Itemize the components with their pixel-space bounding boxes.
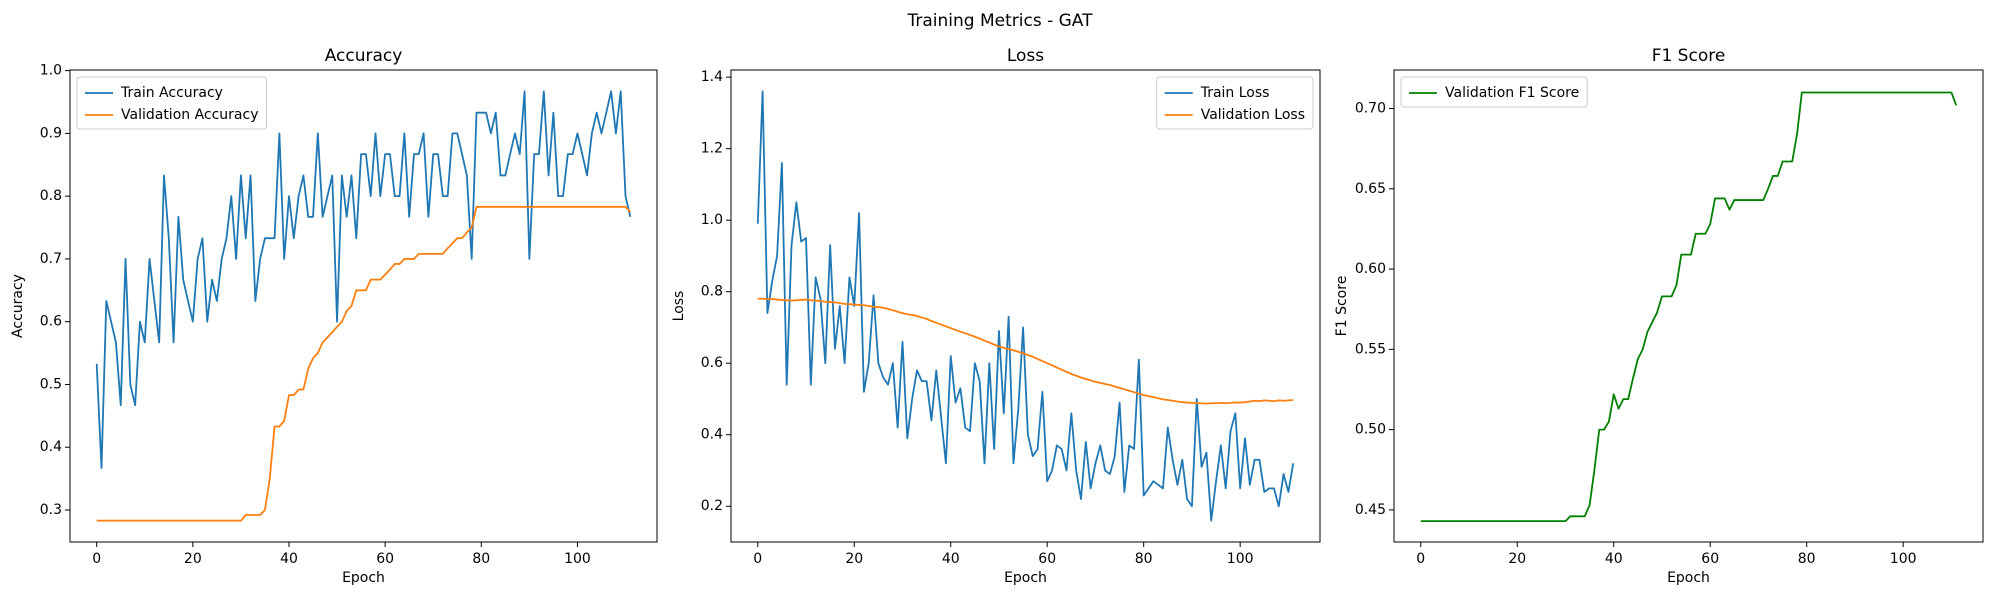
y-tick-label: 0.60 <box>1355 261 1386 277</box>
y-tick-label: 0.70 <box>1355 101 1386 117</box>
x-tick-label: 80 <box>1798 551 1816 567</box>
legend: Validation F1 Score <box>1400 76 1588 108</box>
series-line <box>1420 91 1958 523</box>
y-tick-label: 0.8 <box>701 284 723 300</box>
y-tick-label: 0.4 <box>701 427 723 443</box>
y-tick-label: 0.50 <box>1355 422 1386 438</box>
legend-label: Validation Loss <box>1201 107 1305 123</box>
axes-frame <box>730 69 1321 543</box>
x-tick-label: 100 <box>1890 551 1917 567</box>
x-tick-label: 0 <box>92 551 101 567</box>
x-tick-label: 60 <box>1038 551 1056 567</box>
x-tick-label: 0 <box>1416 551 1425 567</box>
y-tick-label: 0.65 <box>1355 181 1386 197</box>
legend-label: Validation F1 Score <box>1445 85 1579 101</box>
x-tick-label: 100 <box>564 551 591 567</box>
axes-frame <box>69 69 658 543</box>
y-axis-label: Accuracy <box>10 274 26 338</box>
axes-frame <box>1393 69 1984 543</box>
axes-title: Loss <box>1007 46 1044 66</box>
x-tick-label: 40 <box>280 551 298 567</box>
series-line <box>96 205 631 522</box>
x-axis-label: Epoch <box>1667 570 1710 586</box>
series-line <box>757 297 1294 405</box>
y-tick-label: 0.6 <box>701 355 723 371</box>
legend-box <box>1156 76 1314 130</box>
x-tick-label: 80 <box>1135 551 1153 567</box>
series-line <box>756 90 1295 522</box>
legend: Train Loss Validation Loss <box>1156 76 1314 130</box>
x-tick-label: 60 <box>376 551 394 567</box>
y-tick-label: 1.4 <box>701 69 723 85</box>
axes-title: F1 Score <box>1652 46 1726 66</box>
x-tick-label: 40 <box>1605 551 1623 567</box>
x-axis-label: Epoch <box>1004 570 1047 586</box>
legend-box <box>1400 76 1588 108</box>
y-tick-label: 0.3 <box>40 502 62 518</box>
y-tick-label: 0.8 <box>40 188 62 204</box>
y-axis-label: Loss <box>671 291 687 322</box>
axes-title: Accuracy <box>325 46 403 66</box>
x-axis-label: Epoch <box>342 570 385 586</box>
x-tick-label: 60 <box>1701 551 1719 567</box>
y-tick-label: 0.45 <box>1355 502 1386 518</box>
y-tick-label: 0.2 <box>701 498 723 514</box>
y-tick-label: 0.7 <box>40 251 62 267</box>
legend-box <box>76 76 267 130</box>
y-tick-label: 0.55 <box>1355 341 1386 357</box>
y-tick-label: 1.0 <box>701 212 723 228</box>
y-tick-label: 0.6 <box>40 314 62 330</box>
x-tick-label: 20 <box>845 551 863 567</box>
x-tick-label: 20 <box>1508 551 1526 567</box>
series-line <box>95 90 632 469</box>
x-tick-label: 80 <box>472 551 490 567</box>
x-tick-label: 40 <box>942 551 960 567</box>
y-tick-label: 0.5 <box>40 376 62 392</box>
y-tick-label: 1.0 <box>40 63 62 79</box>
x-tick-label: 0 <box>753 551 762 567</box>
legend-label: Validation Accuracy <box>121 107 259 123</box>
x-tick-label: 20 <box>184 551 202 567</box>
y-tick-label: 0.4 <box>40 439 62 455</box>
x-tick-label: 100 <box>1227 551 1254 567</box>
figure-title: Training Metrics - GAT <box>907 11 1094 31</box>
y-tick-label: 0.9 <box>40 125 62 141</box>
y-tick-label: 1.2 <box>701 141 723 157</box>
legend-label: Train Accuracy <box>120 85 223 101</box>
legend: Train Accuracy Validation Accuracy <box>76 76 267 130</box>
y-axis-label: F1 Score <box>1334 276 1350 337</box>
legend-label: Train Loss <box>1200 85 1270 101</box>
